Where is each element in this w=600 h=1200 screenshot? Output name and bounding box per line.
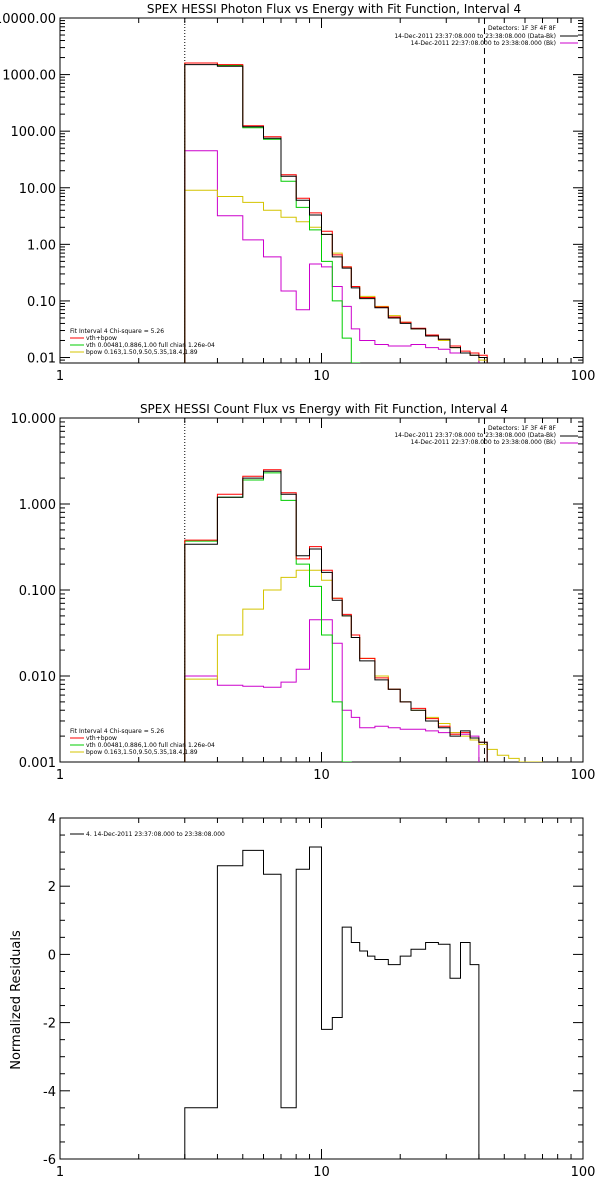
series-bk	[184, 619, 480, 762]
x-tick-label: 100	[571, 369, 596, 384]
series-group	[184, 62, 488, 363]
photon-flux-panel: SPEX HESSI Photon Flux vs Energy with Fi…	[0, 2, 595, 384]
y-tick-label: -6	[43, 1153, 56, 1168]
count-fit-vth-bpow-label: vth+bpow	[86, 735, 117, 742]
photon-panel-title: SPEX HESSI Photon Flux vs Energy with Fi…	[147, 2, 521, 16]
y-tick-label: 10.00	[19, 182, 56, 197]
count-legend-data-label: 14-Dec-2011 23:37:08.000 to 23:38:08.000…	[394, 432, 556, 439]
count-fit-header: Fit Interval 4 Chi-square = 5.26	[70, 728, 164, 735]
count-flux-panel: SPEX HESSI Count Flux vs Energy with Fit…	[11, 402, 596, 783]
x-tick-label: 10	[313, 1165, 330, 1180]
residuals-panel: 1 10 100 -6 -4 -2 0 2 4 4. 14-Dec-2011 23:37:08.…	[9, 812, 595, 1180]
photon-plot-area: 1 10 100 0.01 0.10 1.00 10.00 100.00 1000.00 1000…	[0, 12, 595, 384]
series-series-0	[184, 846, 480, 1159]
count-detectors-label: Detectors: 1F 3F 4F 8F	[488, 425, 557, 432]
y-tick-label: 10.000	[11, 412, 57, 427]
x-tick-label: 100	[571, 1165, 596, 1180]
y-tick-label: 100.00	[11, 125, 57, 140]
series-group	[184, 846, 480, 1159]
y-tick-label: 1.000	[19, 498, 56, 513]
y-tick-label: -4	[43, 1085, 56, 1100]
y-tick-label: 0.001	[19, 756, 56, 771]
series-vth	[184, 62, 361, 363]
x-tick-label: 10	[313, 369, 330, 384]
y-tick-label: 0	[48, 948, 56, 963]
y-tick-label: 0.010	[19, 670, 56, 685]
y-tick-label: 4	[48, 812, 56, 827]
count-legend-bk-label: 14-Dec-2011 22:37:08.000 to 23:38:08.000…	[411, 439, 556, 446]
series-data-bk	[184, 470, 488, 762]
residuals-plot-area: 1 10 100 -6 -4 -2 0 2 4	[43, 812, 595, 1180]
y-tick-label: 0.100	[19, 584, 56, 599]
x-tick-label: 1	[56, 369, 64, 384]
photon-fit-vth-label: vth 0.00481,0.886,1.00 full chian 1.26e-…	[86, 342, 215, 349]
photon-legend-bk-label: 14-Dec-2011 22:37:08.000 to 23:38:08.000…	[411, 40, 556, 47]
x-tick-label: 100	[571, 768, 596, 783]
series-group	[184, 469, 543, 762]
photon-detectors-label: Detectors: 1F 3F 4F 8F	[488, 25, 557, 32]
photon-fit-bpow-label: bpow 0.163,1.50,9.50,5.35,18.4,1.89	[86, 349, 198, 356]
series-bk	[184, 150, 480, 363]
y-tick-label: 1000.00	[2, 69, 56, 84]
y-tick-label: 0.10	[27, 295, 56, 310]
y-tick-label: 2	[48, 880, 56, 895]
count-fit-vth-label: vth 0.00481,0.886,1.00 full chian 1.26e-…	[86, 742, 215, 749]
count-panel-title: SPEX HESSI Count Flux vs Energy with Fit…	[140, 402, 508, 416]
count-plot-area: 1 10 100 0.001 0.010 0.100 1.000 10.000	[11, 412, 596, 783]
photon-fit-header: Fit Interval 4 Chi-square = 5.26	[70, 328, 164, 335]
residuals-y-axis-label: Normalized Residuals	[9, 930, 24, 1070]
y-tick-label: 10000.00	[0, 12, 56, 27]
series-data-bk	[184, 64, 488, 363]
x-tick-label: 1	[56, 768, 64, 783]
x-tick-label: 1	[56, 1165, 64, 1180]
count-fit-bpow-label: bpow 0.163,1.50,9.50,5.35,18.4,1.89	[86, 749, 198, 756]
x-tick-label: 10	[313, 768, 330, 783]
photon-fit-vth-bpow-label: vth+bpow	[86, 335, 117, 342]
y-tick-label: 1.00	[27, 238, 56, 253]
residuals-legend-label: 4. 14-Dec-2011 23:37:08.000 to 23:38:08.…	[86, 831, 225, 838]
y-tick-label: -2	[43, 1017, 56, 1032]
y-tick-label: 0.01	[27, 352, 56, 367]
photon-legend-data-label: 14-Dec-2011 23:37:08.000 to 23:38:08.000…	[394, 33, 556, 40]
